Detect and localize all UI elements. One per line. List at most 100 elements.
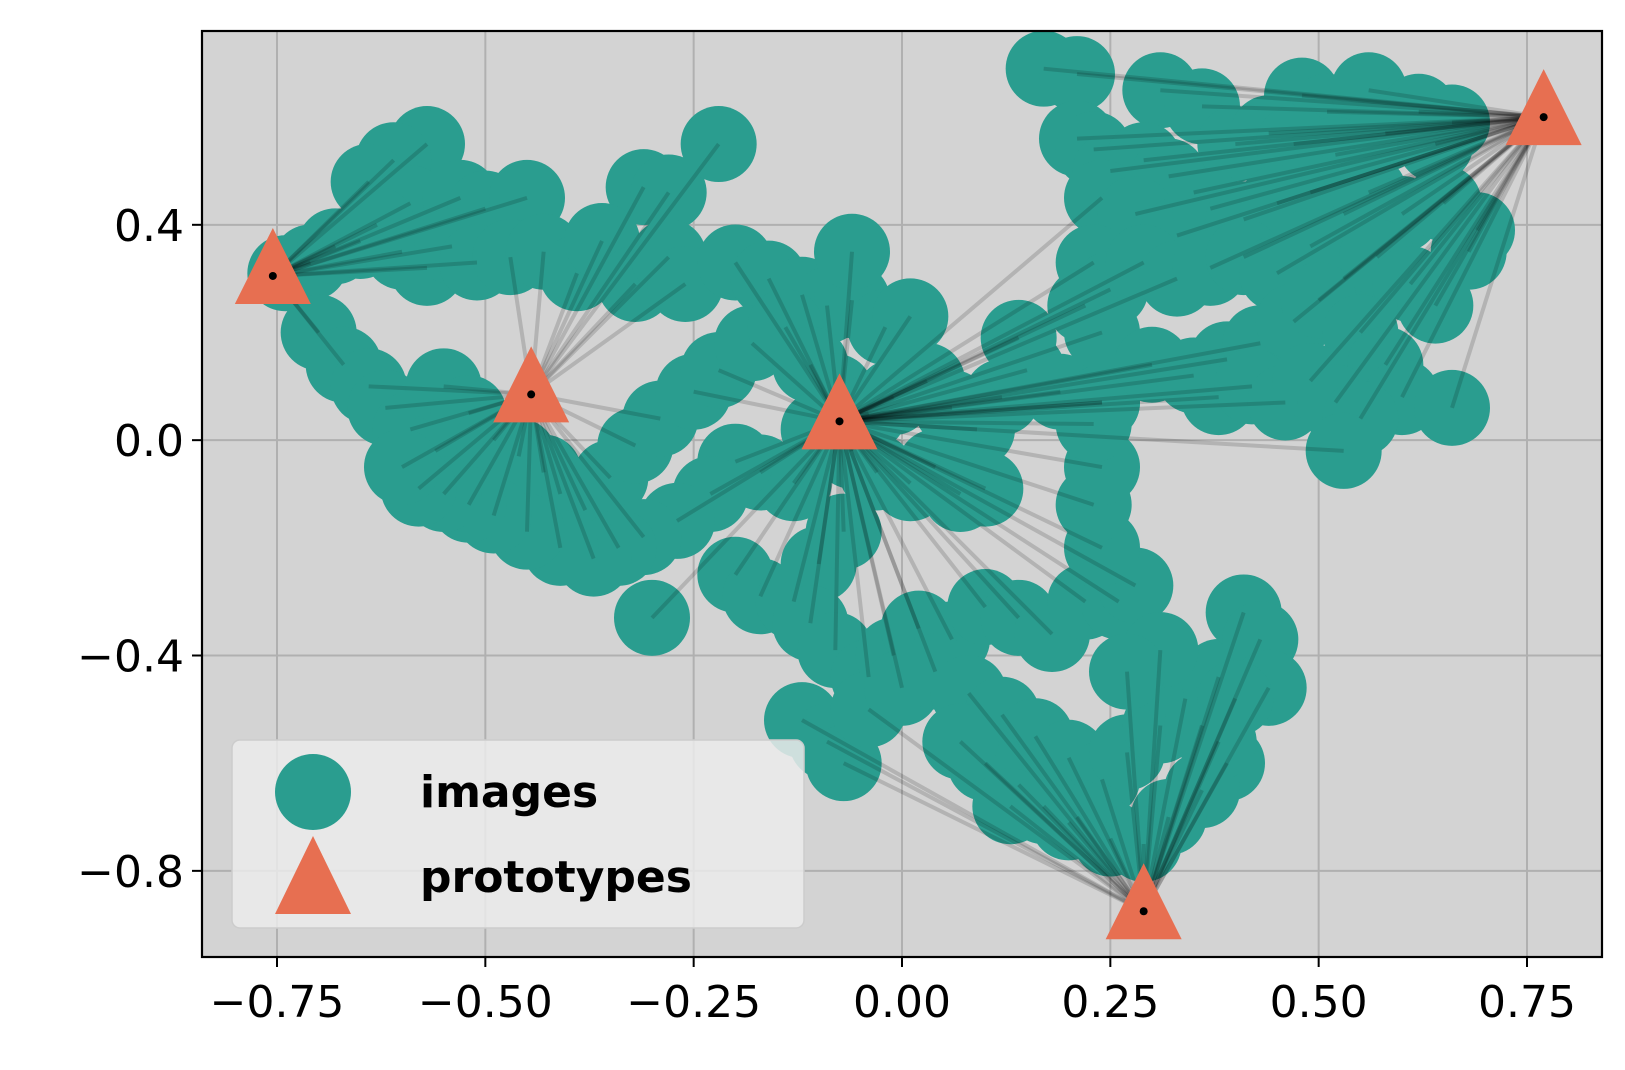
prototype-center-dot: [1139, 907, 1148, 916]
prototype-link-line: [1000, 713, 1146, 913]
prototype-link-line: [839, 357, 1228, 424]
prototype-link-line: [1309, 115, 1545, 249]
x-tick-label: −0.75: [210, 977, 345, 1028]
prototype-link-line: [839, 400, 1103, 424]
prototype-link-line: [839, 419, 1094, 427]
prototype-link-line: [272, 265, 428, 278]
image-point: [1414, 369, 1490, 446]
prototype-link-line: [1433, 116, 1546, 307]
prototype-link-line: [842, 761, 1145, 914]
prototype-link-line: [650, 419, 841, 620]
prototype-link-line: [733, 261, 842, 423]
prototype-link-line: [837, 421, 871, 678]
prototype-link-line: [1110, 115, 1544, 173]
axis-ticks: −0.75 −0.50 −0.25 0.00 0.25 0.50 0.75 −0.8 −0.4 0…: [77, 201, 1576, 1028]
prototype-link-line: [1242, 115, 1545, 259]
prototype-link-lines: [271, 66, 1546, 914]
prototype-link-line: [838, 419, 1120, 604]
prototype-link-line: [1309, 115, 1545, 195]
x-tick-label: 0.75: [1478, 977, 1576, 1028]
image-point: [922, 703, 999, 780]
data-layer: [234, 31, 1582, 940]
image-point: [947, 450, 1024, 527]
legend-box: [231, 739, 805, 929]
prototype-link-line: [717, 368, 841, 424]
prototype-link-line: [1400, 116, 1546, 398]
prototype-center-dot: [268, 271, 277, 280]
y-tick-label: 0.0: [114, 416, 184, 467]
prototype-link-line: [1134, 115, 1545, 216]
prototype-link-line: [529, 240, 604, 396]
image-point: [630, 154, 707, 231]
prototype-link-line: [1275, 115, 1545, 275]
prototype-point: [234, 227, 311, 304]
image-point: [364, 429, 440, 506]
prototype-link-line: [693, 389, 840, 424]
prototype-link-line: [1066, 756, 1146, 913]
prototype-link-line: [1209, 115, 1545, 211]
prototype-link-line: [1292, 115, 1545, 324]
prototype-link-line: [839, 384, 1253, 424]
image-point: [1180, 703, 1257, 780]
prototype-link-line: [758, 420, 842, 598]
legend-prototypes-marker: [275, 836, 351, 914]
y-tick-label: 0.4: [114, 201, 184, 252]
prototype-link-line: [1042, 804, 1146, 913]
prototype-link-line: [1093, 115, 1544, 152]
prototype-link-line: [1268, 115, 1544, 136]
prototype-link-line: [272, 260, 478, 278]
prototype-link-line: [272, 195, 528, 278]
prototype-link-line: [1160, 88, 1544, 120]
prototype-link-line: [530, 282, 687, 397]
prototype-link-line: [1009, 804, 1145, 913]
prototype-link-line: [839, 419, 1344, 453]
prototype-link-line: [983, 761, 1146, 913]
prototype-link-line: [1243, 115, 1545, 222]
prototype-link-line: [1076, 72, 1544, 120]
image-point: [1030, 784, 1107, 861]
prototype-link-line: [838, 368, 1028, 424]
prototype-link-line: [1293, 115, 1544, 147]
image-point: [805, 493, 882, 570]
prototype-link-line: [1141, 740, 1221, 913]
prototype-link-line: [967, 691, 1146, 913]
prototype-link-line: [839, 373, 1194, 424]
prototype-link-line: [838, 196, 1104, 423]
prototype-link-line: [1141, 697, 1238, 913]
prototype-link-line: [1141, 611, 1246, 912]
prototype-link-line: [529, 186, 646, 396]
legend-images-marker: [275, 754, 351, 830]
x-tick-label: 0.00: [853, 977, 951, 1028]
prototype-link-line: [838, 419, 1095, 507]
image-point: [614, 579, 690, 656]
prototype-link-line: [1033, 735, 1146, 913]
prototype-link-line: [839, 395, 1003, 424]
prototype-link-line: [808, 421, 842, 624]
x-tick-label: 0.50: [1270, 977, 1368, 1028]
prototype-link-line: [958, 740, 1146, 913]
prototype-link-line: [838, 276, 1178, 424]
prototype-link-line: [839, 419, 1103, 470]
x-tick-label: −0.25: [626, 977, 761, 1028]
prototype-center-dot: [835, 417, 844, 426]
image-point: [872, 278, 949, 355]
image-point: [1089, 633, 1165, 710]
prototype-link-line: [272, 244, 453, 278]
prototype-link-line: [837, 420, 904, 689]
x-tick-label: 0.25: [1061, 977, 1159, 1028]
prototype-link-line: [838, 419, 1054, 636]
y-tick-label: −0.8: [77, 847, 184, 898]
image-point: [1305, 412, 1382, 489]
prototype-link-line: [839, 389, 1061, 424]
image-point: [814, 213, 890, 290]
image-point: [972, 768, 1049, 845]
prototype-link-line: [1385, 115, 1544, 136]
prototype-point: [1105, 863, 1182, 940]
prototype-link-line: [1209, 115, 1545, 270]
y-tick-label: −0.4: [77, 632, 184, 683]
prototype-link-line: [271, 158, 396, 278]
prototype-link-line: [837, 420, 938, 673]
prototype-link-line: [272, 196, 462, 278]
prototype-link-line: [837, 420, 921, 630]
